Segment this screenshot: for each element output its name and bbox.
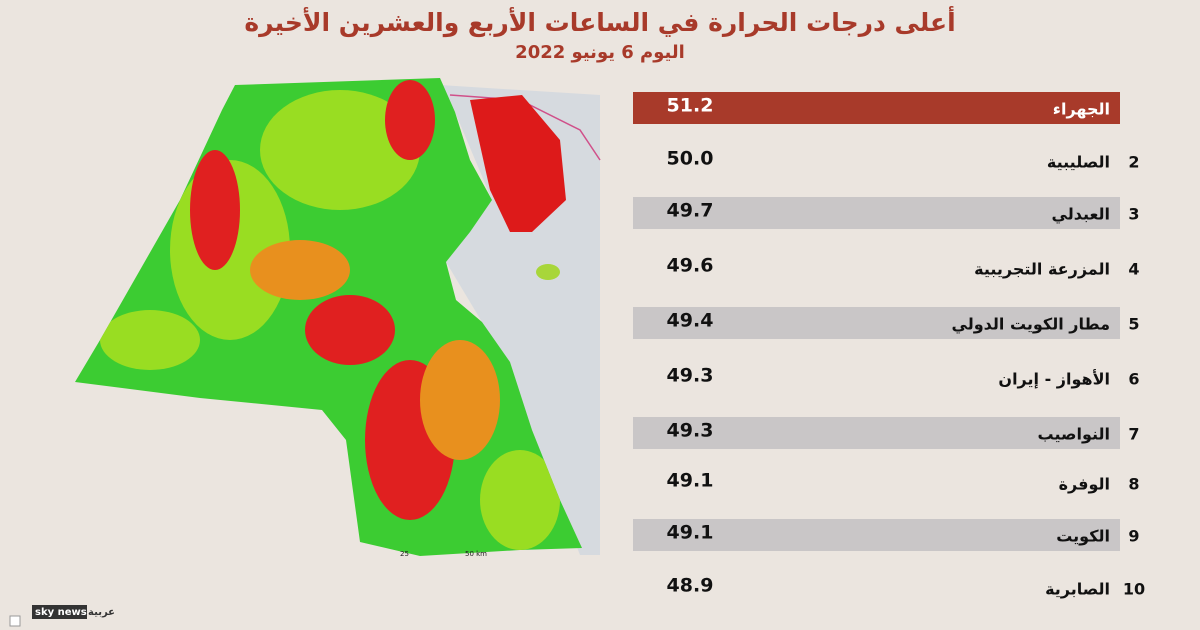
row-shade (633, 307, 1120, 339)
row-value: 51.2 (667, 95, 714, 117)
row-rank: 3 (1128, 205, 1139, 224)
subtitle: اليوم 6 يونيو 2022 (515, 42, 685, 63)
zone (480, 450, 560, 550)
row-value: 49.1 (667, 470, 714, 492)
row-rank: 10 (1123, 580, 1145, 599)
row-rank: 2 (1128, 153, 1139, 172)
scale-label: 50 km (465, 550, 487, 558)
row-shade (633, 519, 1120, 551)
row-name: الصليبية (1047, 153, 1110, 172)
island (536, 264, 560, 280)
island (470, 95, 566, 232)
row-rank: 6 (1128, 370, 1139, 389)
zone (260, 90, 420, 210)
table: 51.2 الجهراء 50.0 الصليبية 2 49.7 العبدلي 3 49.6… (633, 92, 1145, 599)
row-rank: 9 (1128, 527, 1139, 546)
row-rank: 8 (1128, 475, 1139, 494)
row-shade (633, 417, 1120, 449)
row-name: الكويت (1056, 527, 1110, 546)
zone (385, 80, 435, 160)
row-value: 49.6 (667, 255, 714, 277)
scale-label: 25 (400, 550, 409, 558)
row-name: المزرعة التجريبية (974, 260, 1110, 279)
row-name: مطار الكويت الدولي (952, 315, 1111, 335)
row-value: 49.4 (667, 310, 714, 332)
row-name: الوفرة (1059, 475, 1110, 494)
row-value: 49.3 (667, 365, 714, 387)
row-name: الصابرية (1045, 580, 1110, 599)
zone (305, 295, 395, 365)
row-name: النواصيب (1038, 425, 1110, 444)
row-rank: 4 (1128, 260, 1139, 279)
title: أعلى درجات الحرارة في الساعات الأربع وال… (244, 6, 955, 38)
logo-box (9, 615, 21, 627)
logo-bg (32, 605, 87, 619)
row-rank: 5 (1128, 315, 1139, 334)
border (449, 94, 601, 161)
row-name: العبدلي (1052, 205, 1111, 225)
logo-brand: sky news (35, 607, 87, 618)
zone (420, 340, 500, 460)
logo: sky news عربية (9, 605, 115, 627)
row-value: 49.3 (667, 420, 714, 442)
row-name: الجهراء (1053, 100, 1110, 119)
row-value: 49.7 (667, 200, 714, 222)
zone (100, 310, 200, 370)
row-shade (633, 197, 1120, 229)
row-value: 48.9 (667, 575, 714, 597)
zone (250, 240, 350, 300)
row-value: 50.0 (667, 148, 714, 170)
row-value: 49.1 (667, 522, 714, 544)
logo-script: عربية (88, 607, 115, 618)
zone (190, 150, 240, 270)
row-name: الأهواز - إيران (998, 370, 1110, 389)
row-highlight (633, 92, 1120, 124)
row-rank: 7 (1128, 425, 1139, 444)
